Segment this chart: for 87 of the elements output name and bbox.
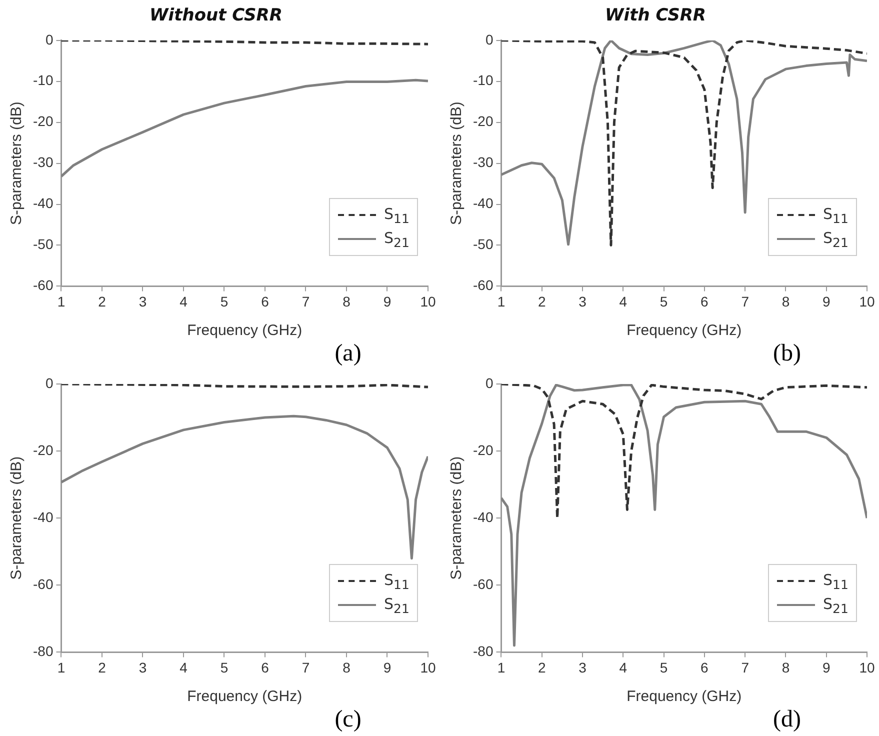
text: (d) — [773, 706, 801, 732]
legend-label: S$_{21}$ — [384, 594, 410, 616]
x-tick-label: 10 — [859, 659, 875, 676]
y-tick-label: -10 — [33, 72, 54, 88]
y-axis-title: S-parameters (dB) — [448, 456, 466, 580]
y-tick-label: 0 — [45, 31, 54, 48]
x-tick-label: 3 — [578, 659, 587, 676]
x-tick-label: 10 — [859, 293, 875, 310]
x-tick-label: 9 — [822, 659, 830, 676]
chart-title: With CSRR — [604, 6, 706, 26]
x-tick-label: 1 — [497, 659, 506, 676]
y-tick-label: -20 — [473, 113, 494, 130]
x-tick-label: 7 — [302, 293, 310, 310]
y-tick-label: -60 — [33, 277, 54, 294]
y-tick-label: -20 — [33, 113, 54, 130]
x-tick-label: 5 — [660, 659, 668, 676]
y-axis-title: S-parameters (dB) — [8, 102, 26, 225]
x-tick-label: 10 — [420, 293, 436, 310]
x-tick-label: 10 — [420, 659, 436, 676]
x-tick-label: 4 — [619, 659, 628, 676]
x-tick-label: 6 — [261, 659, 270, 676]
y-axis-title: S-parameters (dB) — [8, 456, 26, 580]
x-tick-label: 7 — [741, 293, 750, 310]
x-tick-label: 7 — [741, 659, 750, 676]
y-tick-label: -30 — [473, 154, 494, 170]
legend-label: S$_{11}$ — [823, 204, 848, 226]
y-tick-label: -20 — [473, 442, 494, 458]
y-tick-label: -30 — [33, 154, 54, 170]
y-tick-label: -80 — [33, 643, 54, 660]
x-tick-label: 3 — [578, 293, 587, 310]
x-tick-label: 1 — [57, 659, 66, 676]
y-tick-label: -50 — [33, 236, 54, 252]
x-tick-label: 5 — [220, 293, 228, 310]
y-tick-label: -10 — [473, 72, 494, 88]
text: (a) — [334, 340, 362, 366]
x-axis-title: Frequency (GHz) — [187, 688, 302, 706]
text: (c) — [334, 706, 362, 732]
x-tick-label: 9 — [822, 293, 830, 310]
x-tick-label: 6 — [261, 293, 270, 310]
x-tick-label: 5 — [220, 659, 228, 676]
x-tick-label: 2 — [98, 293, 106, 310]
x-tick-label: 7 — [302, 659, 310, 676]
x-tick-label: 9 — [383, 293, 392, 310]
y-tick-label: -50 — [473, 236, 494, 252]
x-tick-label: 8 — [342, 293, 351, 310]
y-tick-label: -40 — [473, 195, 494, 212]
x-tick-label: 1 — [57, 293, 66, 310]
x-tick-label: 4 — [180, 659, 188, 676]
text: (b) — [773, 340, 801, 366]
chart-title: Without CSRR — [150, 6, 282, 26]
x-axis-title: Frequency (GHz) — [626, 688, 742, 706]
x-tick-label: 8 — [342, 659, 351, 676]
x-tick-label: 2 — [538, 293, 546, 310]
x-tick-label: 4 — [180, 293, 188, 310]
line-series — [501, 384, 867, 520]
y-tick-label: -60 — [473, 277, 494, 294]
legend-label: S$_{11}$ — [823, 570, 848, 592]
x-tick-label: 8 — [782, 293, 790, 310]
legend-label: S$_{21}$ — [823, 594, 848, 616]
x-tick-label: 9 — [383, 659, 392, 676]
y-tick-label: 0 — [45, 374, 54, 391]
x-axis-title: Frequency (GHz) — [626, 322, 742, 340]
y-tick-label: -40 — [33, 508, 54, 525]
legend-label: S$_{21}$ — [384, 228, 410, 250]
x-tick-label: 8 — [782, 659, 790, 676]
legend-label: S$_{11}$ — [384, 204, 410, 226]
y-tick-label: -60 — [473, 576, 494, 592]
x-tick-label: 6 — [700, 293, 709, 310]
x-tick-label: 1 — [497, 293, 506, 310]
y-tick-label: -40 — [473, 508, 494, 525]
x-tick-label: 3 — [138, 293, 147, 310]
y-tick-label: -20 — [33, 442, 54, 458]
y-tick-label: 0 — [485, 31, 494, 48]
y-tick-label: -40 — [33, 195, 54, 212]
x-tick-label: 2 — [98, 659, 106, 676]
y-axis-title: S-parameters (dB) — [448, 102, 466, 225]
y-tick-label: 0 — [485, 374, 494, 391]
x-tick-label: 5 — [660, 293, 668, 310]
y-tick-label: -60 — [33, 576, 54, 592]
legend-label: S$_{21}$ — [823, 228, 848, 250]
x-tick-label: 3 — [138, 659, 147, 676]
x-tick-label: 6 — [700, 659, 709, 676]
legend-label: S$_{11}$ — [384, 570, 410, 592]
x-tick-label: 4 — [619, 293, 628, 310]
y-tick-label: -80 — [473, 643, 494, 660]
x-axis-title: Frequency (GHz) — [187, 322, 302, 340]
x-tick-label: 2 — [538, 659, 546, 676]
